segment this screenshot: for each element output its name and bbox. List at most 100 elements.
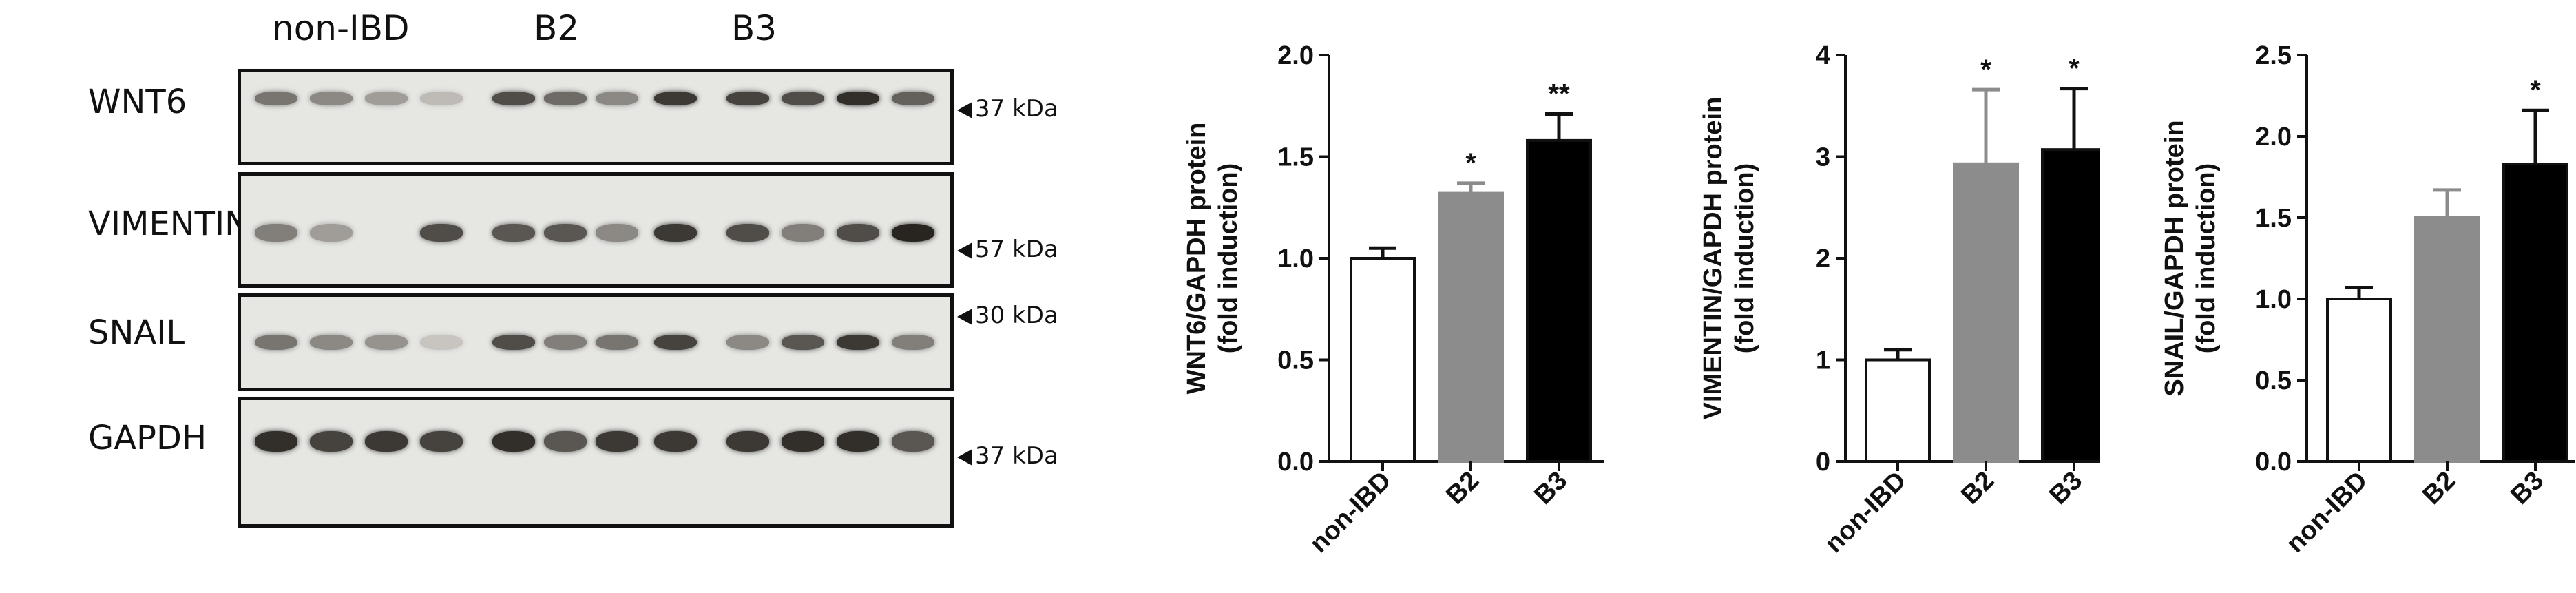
blot-band [596,92,638,105]
blot-band [837,92,879,105]
blot-band [892,224,934,242]
y-tick-label: 1.0 [2255,285,2292,314]
arrow-left-icon [957,242,972,259]
blot-band [492,92,535,105]
bar [1953,162,2019,463]
significance-label: ** [1548,79,1570,110]
blot-membrane-wnt6 [238,69,954,165]
blot-band [420,224,463,242]
blot-band [544,224,587,242]
y-tick-label: 0.5 [2255,366,2292,395]
x-tick-label: B3 [2044,466,2088,510]
blot-band [420,431,463,452]
western-blot-panel: non-IBD B2 B3 WNT6 VIMENTIN SNAIL GAPDH … [0,0,1116,593]
row-label-gapdh: GAPDH [88,419,207,457]
blot-band [596,224,638,242]
row-label-wnt6: WNT6 [88,83,187,121]
y-axis-label-line: (fold induction) [2192,163,2221,353]
y-tick-label: 1.5 [1277,143,1314,172]
blot-band [420,92,463,105]
blot-band [782,431,824,452]
blot-band [892,431,934,452]
marker-vimentin: 57 kDa [957,236,1058,263]
y-tick-label: 1 [1816,346,1830,375]
blot-band [837,335,879,350]
blot-band [596,335,638,350]
blot-band [492,224,535,242]
x-tick-label: non-IBD [1304,466,1396,559]
x-tick-label: B3 [2505,466,2549,510]
y-tick-label: 0 [1816,448,1830,477]
y-axis-label-line: (fold induction) [1730,163,1759,353]
y-tick-label: 0.5 [1277,346,1314,375]
blot-band [544,335,587,350]
group-label-b3: B3 [731,8,777,48]
x-tick-label: B2 [1956,466,2000,510]
blot-band [726,431,769,452]
blot-band [654,431,697,452]
blot-band [654,224,697,242]
blot-band [782,92,824,105]
arrow-left-icon [957,448,972,466]
arrow-left-icon [957,308,972,325]
group-label-non-ibd: non-IBD [272,8,410,48]
x-tick-label: B3 [1529,466,1573,510]
blot-membrane-snail [238,293,954,391]
y-tick-label: 2.5 [2255,41,2292,70]
y-tick-label: 0.0 [1277,448,1314,477]
y-tick-label: 4 [1816,41,1830,70]
blot-band [726,92,769,105]
y-axis-label-line: (fold induction) [1214,163,1243,353]
significance-label: * [1465,148,1476,178]
blot-band [310,224,353,242]
blot-band [255,224,297,242]
blot-band [654,92,697,105]
blot-band [782,335,824,350]
y-axis-label-line: SNAIL/GAPDH protein [2160,120,2189,396]
blot-band [892,92,934,105]
row-label-snail: SNAIL [88,313,185,352]
y-tick-label: 3 [1816,143,1830,172]
blot-band [255,431,297,452]
bar [2414,216,2480,463]
significance-label: * [2530,75,2541,105]
blot-band [837,431,879,452]
y-axis-label-line: VIMENTIN/GAPDH protein [1699,97,1728,420]
blot-band [654,335,697,350]
blot-band [365,431,408,452]
blot-band [255,335,297,350]
blot-band [492,335,535,350]
blot-band [544,92,587,105]
bar [1350,257,1416,463]
group-label-b2: B2 [534,8,580,48]
y-axis-label: SNAIL/GAPDH protein (fold induction) [2160,120,2221,396]
marker-snail: 30 kDa [957,302,1058,329]
bar [1526,138,1592,463]
y-tick-label: 2.0 [1277,41,1314,70]
y-axis-label: VIMENTIN/GAPDH protein (fold induction) [1699,97,1759,420]
blot-membrane-vimentin [238,172,954,288]
blot-band [837,224,879,242]
x-tick-label: non-IBD [2281,466,2373,559]
bar [2326,298,2392,463]
blot-band [782,224,824,242]
blot-band [365,335,408,350]
x-tick-label: B2 [1441,466,1485,510]
y-tick-label: 1.0 [1277,245,1314,273]
arrow-left-icon [957,101,972,118]
blot-band [420,335,463,350]
bar-chart-vimentin: VIMENTIN/GAPDH protein (fold induction) 0 1… [1699,41,2100,559]
x-tick-label: B2 [2417,466,2461,510]
bar [1438,191,1504,463]
y-tick-label: 0.0 [2255,448,2292,477]
blot-band [365,92,408,105]
row-label-vimentin: VIMENTIN [88,205,250,243]
bar-chart-wnt6: WNT6/GAPDH protein (fold induction) 0.0 0.5… [1182,41,1604,559]
blot-membrane-gapdh [238,397,954,528]
blot-band [892,335,934,350]
blot-band [310,92,353,105]
x-tick-label: non-IBD [1819,466,1912,559]
bar [2041,148,2100,464]
blot-band [310,431,353,452]
bar [2502,163,2568,463]
